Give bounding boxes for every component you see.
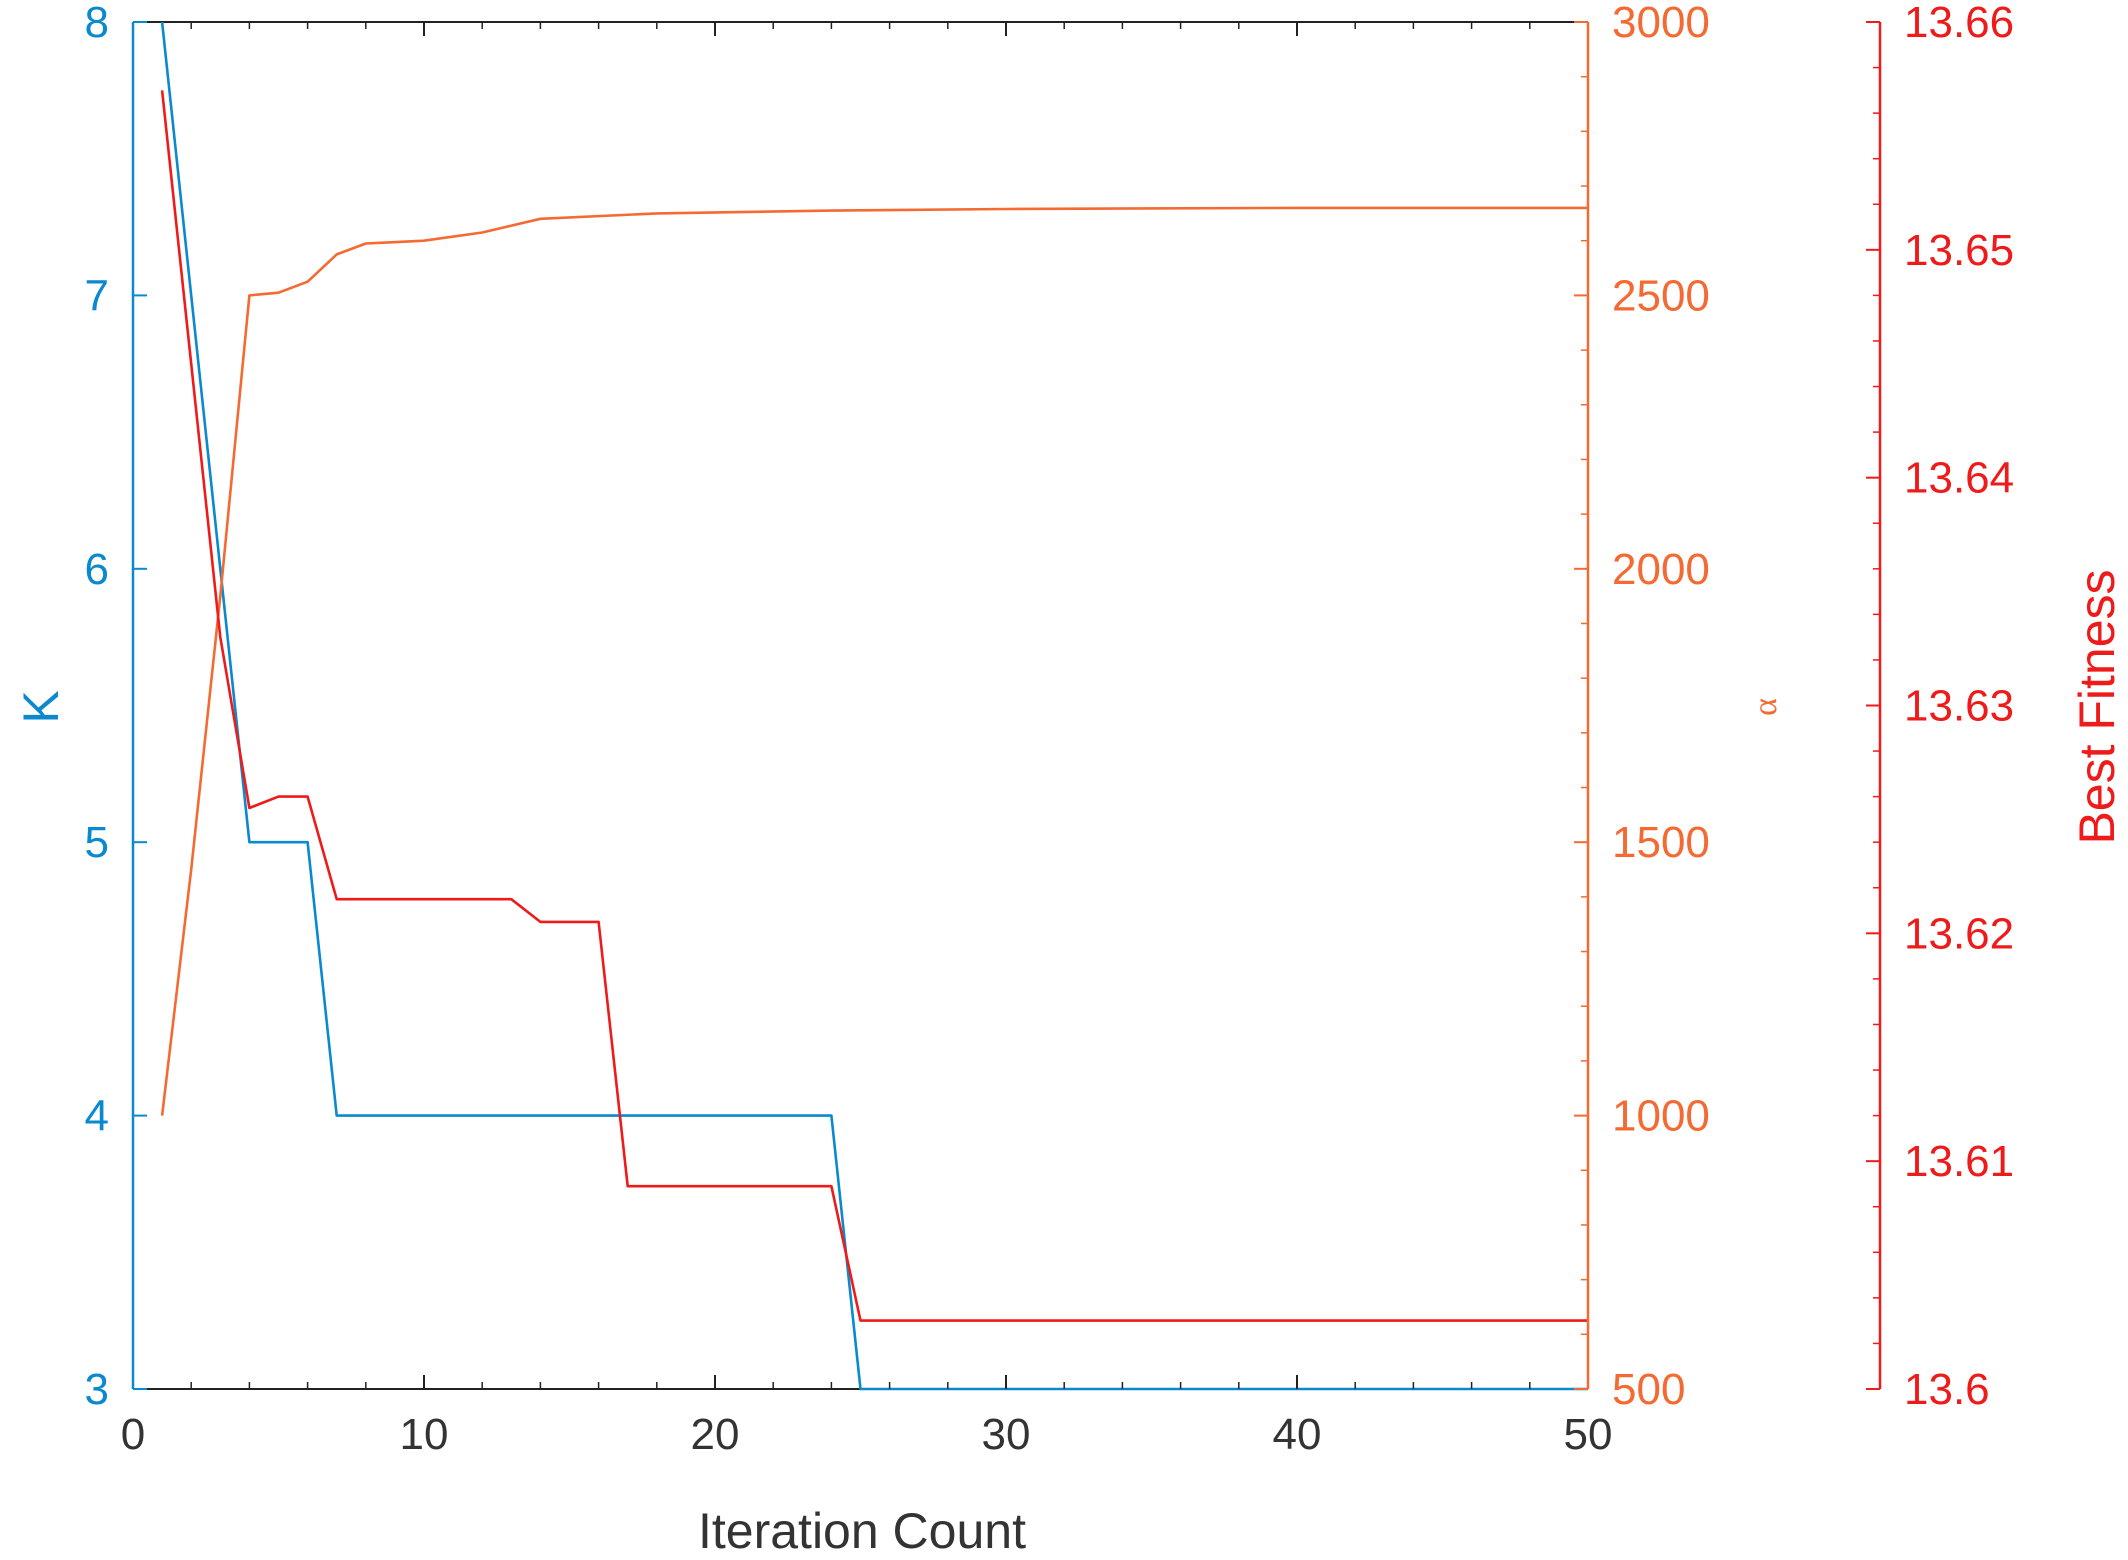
alpha-axis: 500 1000 1500 2000 2500 3000 [1574,0,1710,1414]
k-series-line [160,21,1588,1391]
alpha-series-line [160,206,1588,1116]
k-tick-label: 6 [85,545,109,594]
alpha-tick-label: 1000 [1612,1092,1710,1141]
x-tick-label: 10 [400,1410,449,1459]
fitness-tick-label: 13.62 [1904,909,2014,958]
x-tick-label: 50 [1564,1410,1613,1459]
k-tick-label: 5 [85,818,109,867]
x-tick-label: 20 [691,1410,740,1459]
x-axis-label: Iteration Count [698,1503,1026,1559]
alpha-tick-label: 1500 [1612,818,1710,867]
fitness-tick-label: 13.6 [1904,1365,1990,1414]
k-tick-label: 7 [85,271,109,320]
fitness-tick-label: 13.63 [1904,682,2014,731]
fitness-axis-label: Best Fitness [2069,569,2125,844]
alpha-axis-label: α [1747,698,1784,716]
fitness-axis: 13.6 13.61 13.62 13.63 13.64 13.65 13.66 [1866,0,2014,1414]
k-axis-label: K [13,690,69,723]
alpha-tick-label: 500 [1612,1365,1685,1414]
k-tick-label: 8 [85,0,109,47]
alpha-tick-label: 2000 [1612,545,1710,594]
plot-frame [133,21,1588,1390]
x-tick-label: 30 [982,1410,1031,1459]
fitness-tick-label: 13.64 [1904,454,2014,503]
series-layer [160,21,1588,1391]
x-tick-label: 40 [1273,1410,1322,1459]
fitness-tick-label: 13.66 [1904,0,2014,47]
alpha-tick-label: 2500 [1612,271,1710,320]
fitness-series-line [160,90,1588,1322]
fitness-tick-label: 13.61 [1904,1137,2014,1186]
k-axis: 3 4 5 6 7 8 [85,0,147,1414]
x-axis: 0 10 20 30 40 50 [121,22,1613,1459]
alpha-tick-label: 3000 [1612,0,1710,47]
fitness-tick-label: 13.65 [1904,226,2014,275]
k-tick-label: 4 [85,1092,109,1141]
k-tick-label: 3 [85,1365,109,1414]
x-tick-label: 0 [121,1410,145,1459]
